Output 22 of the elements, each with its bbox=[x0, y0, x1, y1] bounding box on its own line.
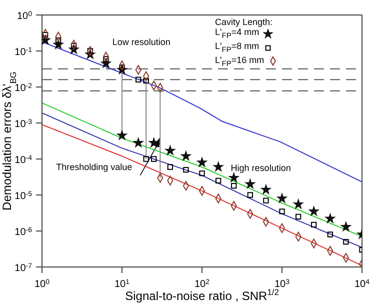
annotation: High resolution bbox=[230, 162, 291, 173]
x-axis-title: Signal-to-noise ratio , SNR$^{1/2}$ bbox=[125, 287, 280, 303]
x-tick-label: 10$^{2}$ bbox=[194, 278, 210, 290]
legend-title: Cavity Length: bbox=[215, 17, 274, 27]
annotation: Low resolution bbox=[112, 37, 170, 48]
legend-label: L'$_{FP}$=16 mm bbox=[215, 54, 264, 68]
y-tick-label: 10$^{-2}$ bbox=[14, 82, 32, 94]
y-tick-label: 10$^{-7}$ bbox=[14, 262, 32, 274]
x-tick-label: 10$^{4}$ bbox=[354, 278, 370, 290]
y-tick-label: 10$^{-1}$ bbox=[14, 46, 32, 58]
x-tick-label: 10$^{0}$ bbox=[34, 278, 50, 290]
y-tick-label: 10$^{0}$ bbox=[16, 10, 32, 22]
y-tick-label: 10$^{-3}$ bbox=[14, 118, 32, 130]
annotation: Thresholding value bbox=[56, 162, 132, 172]
legend-label: L'$_{FP}$=8 mm bbox=[215, 40, 260, 55]
x-tick-label: 10$^{3}$ bbox=[274, 278, 290, 290]
legend-label: L'$_{FP}$=4 mm bbox=[215, 27, 260, 41]
line-series bbox=[42, 124, 362, 266]
y-tick-label: 10$^{-5}$ bbox=[14, 190, 32, 202]
x-tick-label: 10$^{1}$ bbox=[114, 278, 130, 290]
y-tick-label: 10$^{-4}$ bbox=[14, 154, 32, 166]
y-tick-label: 10$^{-6}$ bbox=[14, 226, 32, 238]
